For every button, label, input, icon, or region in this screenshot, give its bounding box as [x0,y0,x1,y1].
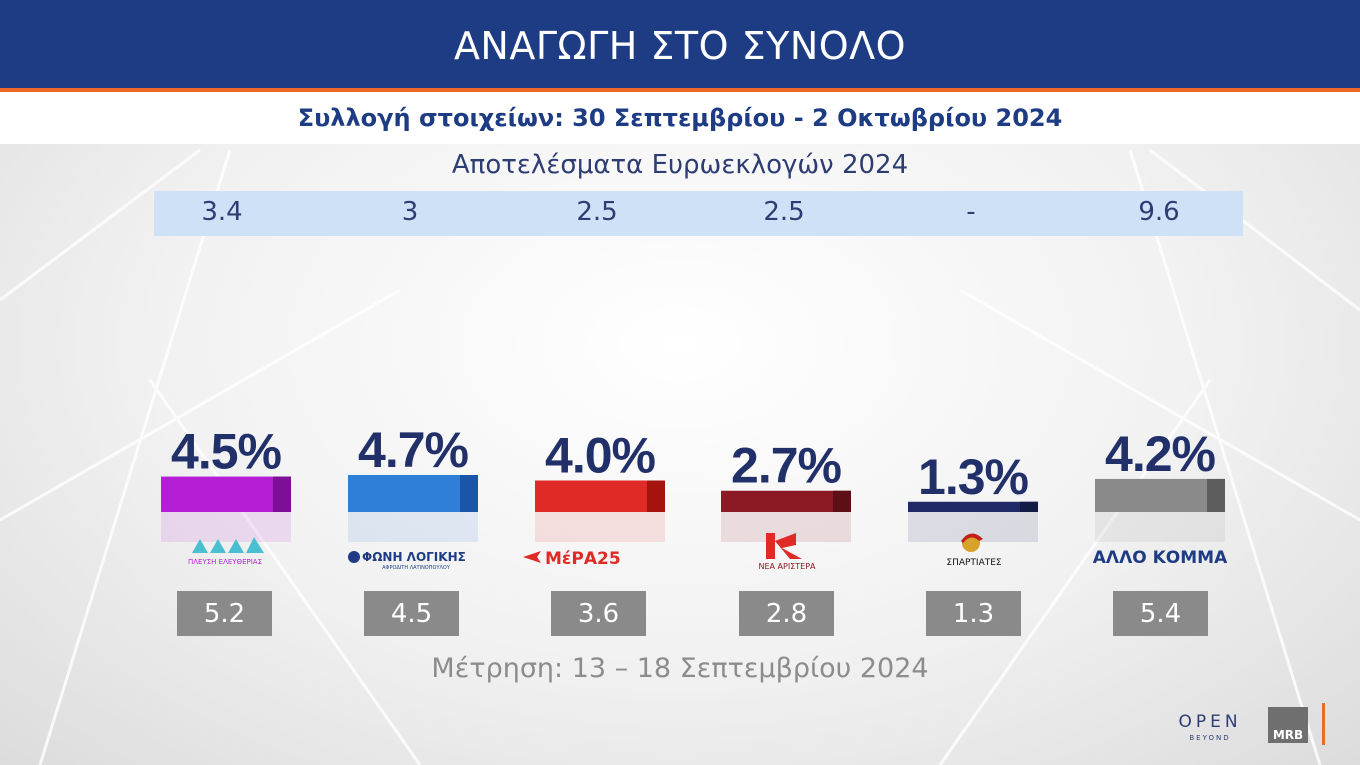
foni-logikis-logo-subtext: ΑΦΡΟΔΙΤΗ ΛΑΤΙΝΟΠΟΥΛΟΥ [382,565,451,571]
bar-side-4 [833,490,851,512]
previous-value-6: 5.4 [1113,591,1208,636]
bar-reflection-6 [1095,512,1225,542]
open-logo-subtext: BEYOND [1189,734,1230,742]
previous-value-1: 5.2 [177,591,272,636]
bar-2 [348,475,478,512]
header-bar: ΑΝΑΓΩΓΗ ΣΤΟ ΣΥΝΟΛΟ [0,0,1360,88]
nea-aristera-logo: ΝΕΑ ΑΡΙΣΤΕΡΑ [758,533,816,571]
bar-value-label-6: 4.2% [1105,426,1216,482]
euro-results-heading: Αποτελέσματα Ευρωεκλογών 2024 [451,150,909,180]
mera25-logo-text: ΜέΡΑ25 [545,549,621,569]
open-beyond-logo: OPEN BEYOND [1178,712,1241,742]
foni-logikis-logo: ΦΩΝΗ ΛΟΓΙΚΗΣ ΑΦΡΟΔΙΤΗ ΛΑΤΙΝΟΠΟΥΛΟΥ [348,550,466,571]
spartiates-logo-text: ΣΠΑΡΤΙΑΤΕΣ [946,558,1002,568]
foni-logikis-logo-text: ΦΩΝΗ ΛΟΓΙΚΗΣ [362,550,466,564]
bar-side-5 [1020,501,1038,512]
nea-aristera-logo-text: ΝΕΑ ΑΡΙΣΤΕΡΑ [758,562,816,571]
open-logo-text: OPEN [1178,712,1241,732]
bar-value-label-3: 4.0% [545,428,656,484]
euro-value-4: 2.5 [763,197,805,227]
allo-komma-label: ΑΛΛΟ ΚΟΜΜΑ [1093,548,1228,568]
euro-value-2: 3 [401,197,419,227]
subtitle-bar: Συλλογή στοιχείων: 30 Σεπτεμβρίου - 2 Οκ… [0,92,1360,144]
bar-side-6 [1207,478,1225,512]
bar-reflection-2 [348,512,478,542]
bar-reflection-1 [161,512,291,542]
previous-value-4: 2.8 [739,591,834,636]
bar-side-1 [273,476,291,512]
bar-value-label-1: 4.5% [171,424,282,480]
bar-6 [1095,478,1225,512]
header-accent-line [0,88,1360,92]
mrb-logo-text: MRB [1272,728,1304,742]
euro-value-3: 2.5 [576,197,618,227]
euro-value-1: 3.4 [201,197,243,227]
euro-value-6: 9.6 [1138,197,1180,227]
previous-value-5: 1.3 [926,591,1021,636]
page-subtitle: Συλλογή στοιχείων: 30 Σεπτεμβρίου - 2 Οκ… [297,104,1063,132]
bar-5 [908,501,1038,512]
euro-results-band [154,191,1243,236]
bar-value-label-4: 2.7% [731,438,842,494]
measurement-label: Μέτρηση: 13 – 18 Σεπτεμβρίου 2024 [431,653,929,684]
page-title: ΑΝΑΓΩΓΗ ΣΤΟ ΣΥΝΟΛΟ [453,24,907,68]
plefsi-eleftherias-logo: ΠΛΕΥΣΗ ΕΛΕΥΘΕΡΙΑΣ [188,537,264,566]
bar-value-label-5: 1.3% [918,449,1029,505]
bar-1 [161,476,291,512]
mrb-logo: MRB [1268,707,1308,743]
bar-reflection-3 [535,512,665,542]
bar-side-2 [460,475,478,512]
euro-value-5: - [966,197,976,227]
bar-3 [535,480,665,512]
bar-4 [721,490,851,512]
spartiates-logo: ΣΠΑΡΤΙΑΤΕΣ [946,533,1002,568]
mrb-accent-bar [1322,703,1325,745]
previous-value-2: 4.5 [364,591,459,636]
allo-komma-logo: ΑΛΛΟ ΚΟΜΜΑ [1093,548,1228,568]
plefsi-logo-text: ΠΛΕΥΣΗ ΕΛΕΥΘΕΡΙΑΣ [188,558,262,566]
bar-value-label-2: 4.7% [358,422,469,478]
mera25-logo: ΜέΡΑ25 [523,549,621,569]
bar-side-3 [647,480,665,512]
previous-value-3: 3.6 [551,591,646,636]
